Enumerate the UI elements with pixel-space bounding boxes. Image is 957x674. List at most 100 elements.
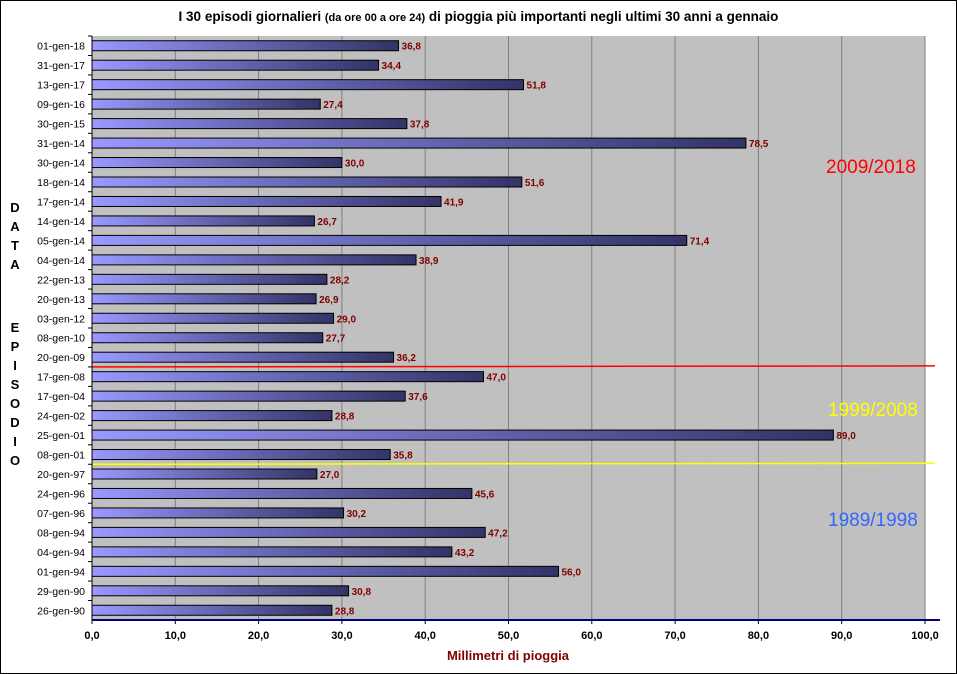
value-label: 30,8 xyxy=(352,587,372,598)
bar xyxy=(91,390,406,402)
bar xyxy=(91,312,335,324)
category-label: 26-gen-90 xyxy=(37,605,85,617)
value-label: 35,8 xyxy=(393,451,413,462)
period-separator xyxy=(91,365,936,368)
x-tick-label: 10,0 xyxy=(165,630,186,642)
category-label: 20-gen-09 xyxy=(37,352,85,364)
category-label: 09-gen-16 xyxy=(37,99,85,111)
category-label: 13-gen-17 xyxy=(37,80,85,92)
bar xyxy=(91,487,473,499)
bar xyxy=(91,332,324,344)
category-label: 08-gen-01 xyxy=(37,450,85,462)
value-label: 45,6 xyxy=(475,489,495,500)
value-label: 78,5 xyxy=(749,139,769,150)
category-label: 17-gen-08 xyxy=(37,372,85,384)
bar xyxy=(91,79,524,91)
x-tick-label: 0,0 xyxy=(84,630,99,642)
x-tick-label: 40,0 xyxy=(414,630,435,642)
category-label: 03-gen-12 xyxy=(37,313,85,325)
category-label: 18-gen-14 xyxy=(37,177,85,189)
y-axis-label-letter: A xyxy=(10,219,20,234)
bar xyxy=(91,546,453,558)
category-label: 31-gen-14 xyxy=(37,138,85,150)
period-label-1999-2008: 1999/2008 xyxy=(828,400,918,421)
value-label: 43,2 xyxy=(455,548,475,559)
value-label: 36,2 xyxy=(397,353,417,364)
value-label: 36,8 xyxy=(402,42,422,53)
value-label: 47,0 xyxy=(487,373,507,384)
category-label: 14-gen-14 xyxy=(37,216,85,228)
bar xyxy=(91,215,315,227)
bar xyxy=(91,449,391,461)
bar xyxy=(91,273,328,285)
bar xyxy=(91,59,380,71)
category-label: 04-gen-94 xyxy=(37,547,85,559)
y-axis-label-letter: I xyxy=(13,358,17,373)
value-label: 37,8 xyxy=(410,120,430,131)
x-tick-label: 80,0 xyxy=(748,630,769,642)
bar xyxy=(91,234,688,246)
x-tick-label: 60,0 xyxy=(581,630,602,642)
title-main-b: di pioggia più importanti negli ultimi 3… xyxy=(428,9,779,24)
value-label: 29,0 xyxy=(337,314,357,325)
category-label: 31-gen-17 xyxy=(37,60,85,72)
category-label: 17-gen-14 xyxy=(37,196,85,208)
bar xyxy=(91,176,523,188)
bar xyxy=(91,40,400,52)
y-axis-label-letter: T xyxy=(11,238,19,253)
x-tick-label: 20,0 xyxy=(248,630,269,642)
value-label: 51,8 xyxy=(526,81,546,92)
y-axis-label-letter: E xyxy=(10,320,20,335)
category-label: 07-gen-96 xyxy=(37,508,85,520)
x-tick-label: 90,0 xyxy=(831,630,852,642)
value-label: 89,0 xyxy=(836,431,856,442)
category-label: 29-gen-90 xyxy=(37,586,85,598)
x-tick-label: 70,0 xyxy=(664,630,685,642)
value-label: 30,2 xyxy=(347,509,367,520)
bar xyxy=(91,429,834,441)
y-axis-label-letter: O xyxy=(9,453,21,468)
y-axis-label-letter: D xyxy=(10,415,20,430)
category-label: 20-gen-97 xyxy=(37,469,85,481)
category-label: 20-gen-13 xyxy=(37,294,85,306)
bar xyxy=(91,293,317,305)
value-label: 51,6 xyxy=(525,178,545,189)
value-label: 27,0 xyxy=(320,470,340,481)
y-axis-label-letter: A xyxy=(10,257,20,272)
x-tick-label: 30,0 xyxy=(331,630,352,642)
value-label: 27,7 xyxy=(326,334,346,345)
bar xyxy=(91,585,350,597)
bar xyxy=(91,526,486,538)
value-label: 37,6 xyxy=(408,392,428,403)
y-axis-label-letter: P xyxy=(10,339,20,354)
value-label: 30,0 xyxy=(345,159,365,170)
category-label: 24-gen-02 xyxy=(37,411,85,423)
category-label: 01-gen-18 xyxy=(37,41,85,53)
value-label: 34,4 xyxy=(382,61,402,72)
title-small: (da ore 00 a ore 24) xyxy=(324,12,426,24)
bar xyxy=(91,137,747,149)
value-label: 28,8 xyxy=(335,412,355,423)
y-axis-label-letter: S xyxy=(10,377,20,392)
bar xyxy=(91,410,333,422)
y-axis-label-letter: D xyxy=(10,200,20,215)
bar xyxy=(91,98,321,110)
bar xyxy=(91,157,343,169)
category-label: 24-gen-96 xyxy=(37,488,85,500)
value-label: 26,9 xyxy=(319,295,339,306)
chart-title: I 30 episodi giornalieri (da ore 00 a or… xyxy=(0,9,957,24)
x-tick-label: 100,0 xyxy=(911,630,939,642)
value-label: 38,9 xyxy=(419,256,439,267)
value-label: 56,0 xyxy=(561,567,581,578)
bar xyxy=(91,468,318,480)
bar xyxy=(91,565,559,577)
category-label: 05-gen-14 xyxy=(37,235,85,247)
bar xyxy=(91,604,333,616)
y-axis-label-letter: I xyxy=(13,434,17,449)
value-label: 71,4 xyxy=(690,236,710,247)
category-label: 30-gen-15 xyxy=(37,119,85,131)
category-label: 30-gen-14 xyxy=(37,158,85,170)
